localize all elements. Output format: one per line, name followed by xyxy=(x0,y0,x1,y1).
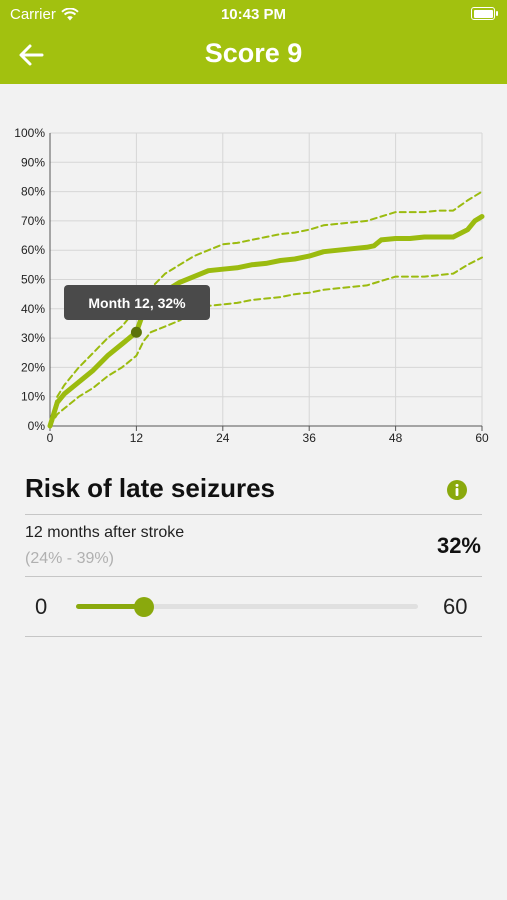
status-time: 10:43 PM xyxy=(220,6,287,23)
info-icon[interactable] xyxy=(446,479,468,501)
slider-max-label: 60 xyxy=(443,594,468,619)
x-tick-label: 12 xyxy=(130,431,144,445)
confidence-range: (24% - 39%) xyxy=(25,550,114,567)
chart-grid xyxy=(49,132,483,431)
risk-line xyxy=(47,214,485,429)
risk-chart: 0% 10% 20% 30% 40% 50% 60% 70% 80% 90% 100% 0 12 24 3… xyxy=(14,126,489,445)
y-tick-label: 0% xyxy=(28,419,46,433)
confidence-bound-line xyxy=(49,190,483,427)
arrow-left-icon[interactable] xyxy=(16,40,46,70)
chart-tooltip: Month 12, 32% xyxy=(64,285,210,320)
battery-icon xyxy=(471,7,498,20)
y-tick-label: 20% xyxy=(21,360,45,374)
status-bar: Carrier 10:43 PM xyxy=(0,0,507,28)
slider-min-label: 0 xyxy=(35,594,48,619)
risk-value: 32% xyxy=(436,533,481,558)
x-tick-label: 36 xyxy=(303,431,317,445)
x-tick-label: 24 xyxy=(216,431,230,445)
navigation-bar: Carrier 10:43 PM Score 9 xyxy=(0,0,507,84)
confidence-bound-line xyxy=(49,256,483,427)
carrier: Carrier xyxy=(10,6,79,23)
y-tick-label: 10% xyxy=(21,390,45,404)
y-tick-label: 60% xyxy=(21,243,45,257)
y-tick-label: 30% xyxy=(21,331,45,345)
x-tick-label: 0 xyxy=(47,431,54,445)
chart-series xyxy=(47,190,485,429)
y-tick-label: 90% xyxy=(21,155,45,169)
x-tick-label: 48 xyxy=(389,431,403,445)
y-tick-label: 100% xyxy=(14,126,45,140)
divider xyxy=(25,636,482,637)
divider xyxy=(25,514,482,515)
y-tick-label: 40% xyxy=(21,302,45,316)
y-axis-labels: 0% 10% 20% 30% 40% 50% 60% 70% 80% 90% 100% xyxy=(14,126,45,433)
highlight-point xyxy=(130,326,142,338)
x-axis-labels: 0 12 24 36 48 60 xyxy=(47,431,489,445)
x-tick-label: 60 xyxy=(475,431,489,445)
slider-thumb[interactable] xyxy=(134,597,155,617)
y-tick-label: 80% xyxy=(21,185,45,199)
section-title: Risk of late seizures xyxy=(25,473,275,503)
y-tick-label: 50% xyxy=(21,273,45,287)
page-title: Score 9 xyxy=(204,38,303,68)
months-label: 12 months after stroke xyxy=(25,524,185,541)
divider xyxy=(25,576,482,577)
month-slider[interactable] xyxy=(76,597,418,617)
wifi-icon xyxy=(61,8,79,21)
slider-fill xyxy=(76,604,145,609)
chart-highlight xyxy=(130,326,142,338)
y-tick-label: 70% xyxy=(21,214,45,228)
carrier-label: Carrier xyxy=(10,6,56,23)
